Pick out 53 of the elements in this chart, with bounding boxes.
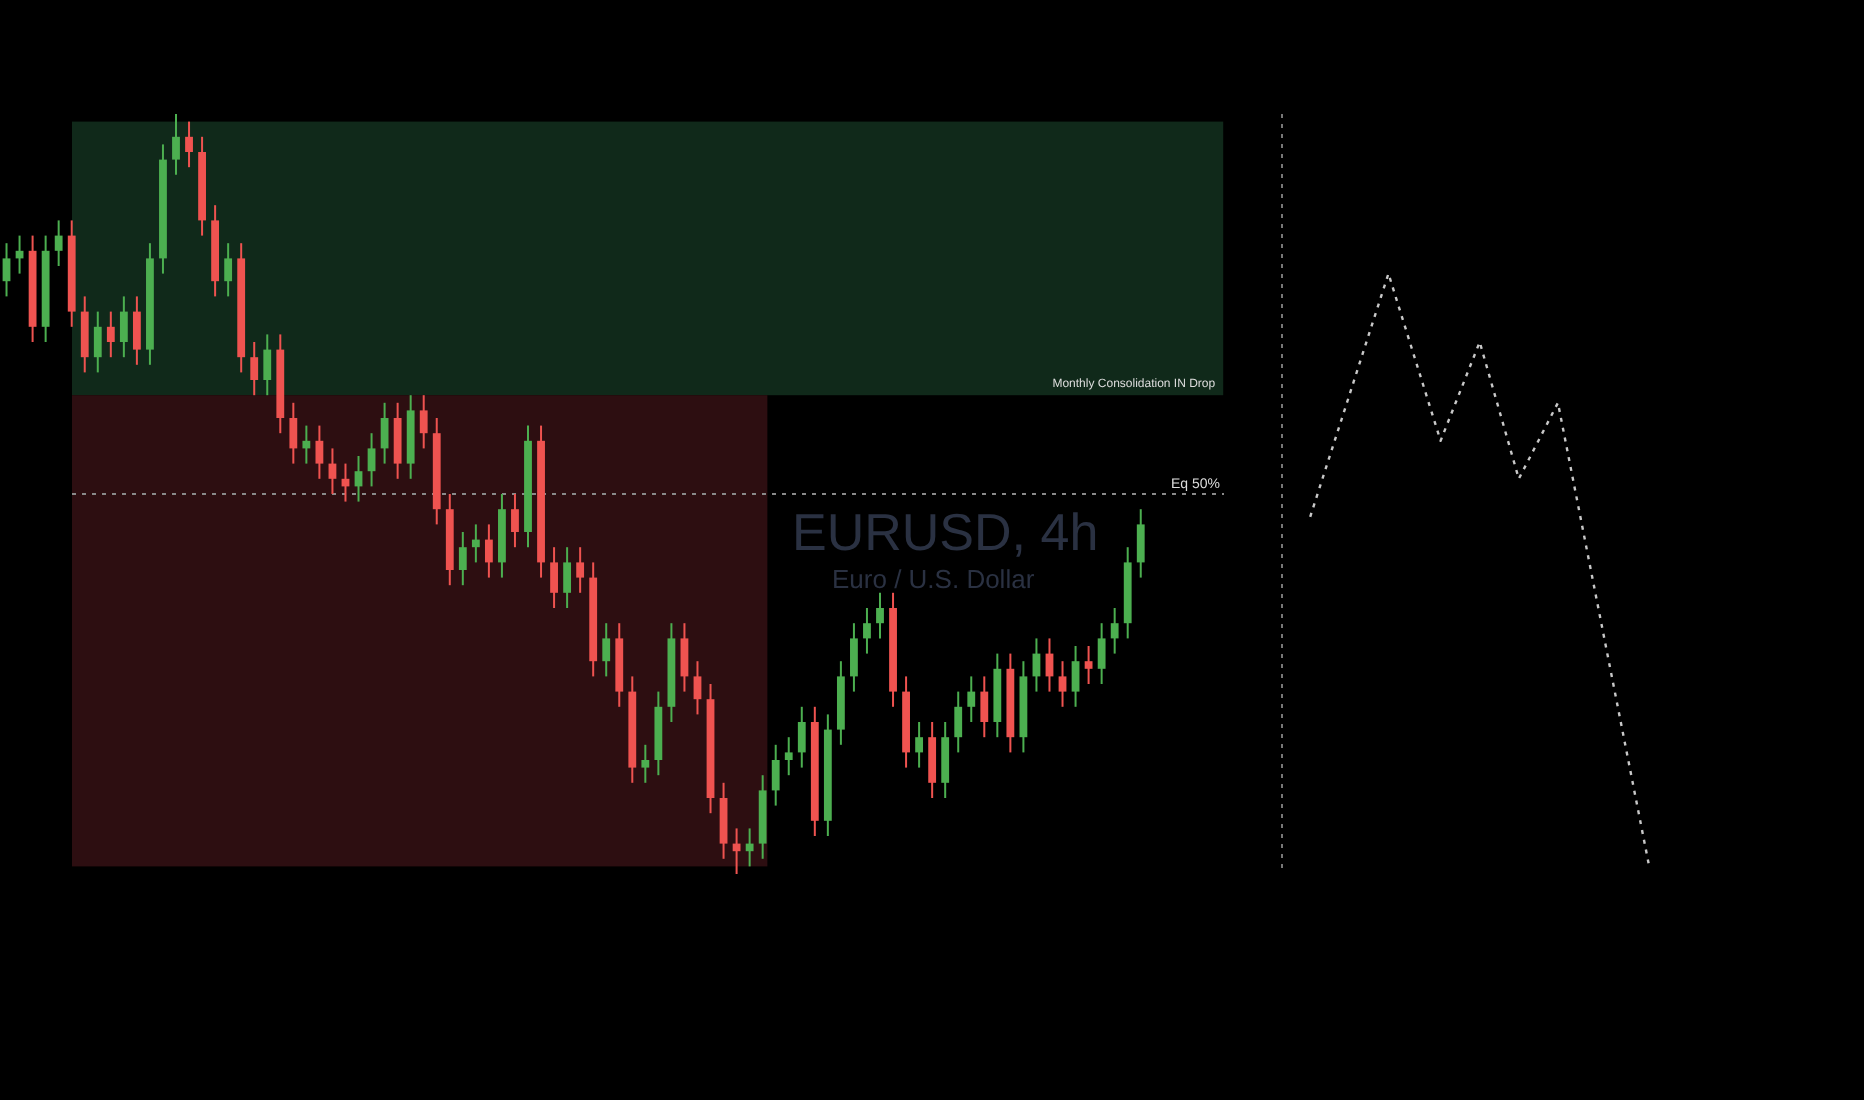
candlestick — [172, 113, 180, 176]
candlestick — [106, 310, 115, 359]
candlestick — [471, 523, 480, 564]
candlestick — [289, 401, 298, 465]
candlestick — [263, 333, 272, 397]
candlestick — [1058, 660, 1067, 708]
candlestick — [224, 242, 233, 298]
candlestick — [693, 660, 702, 716]
candlestick — [511, 493, 519, 549]
candlestick — [980, 675, 989, 739]
text: Euro / U.S. Dollar — [832, 564, 1036, 594]
candlestick — [550, 546, 558, 609]
candlestick — [576, 546, 585, 594]
candlestick — [119, 295, 128, 359]
candlestick — [771, 743, 780, 807]
candlestick — [1084, 645, 1093, 685]
candlestick — [915, 721, 924, 769]
candlestick — [1136, 508, 1145, 579]
candlestick — [80, 295, 89, 374]
candlestick — [93, 310, 102, 374]
candlestick — [367, 432, 376, 488]
candlestick — [641, 743, 650, 784]
candlestick — [302, 424, 311, 465]
candlestick — [484, 523, 493, 579]
candlestick — [563, 546, 572, 609]
candlestick — [941, 721, 950, 799]
candlestick — [1097, 622, 1106, 685]
candlestick — [132, 295, 141, 366]
candlestick — [850, 622, 858, 693]
candlestick — [680, 622, 689, 693]
candlestick — [719, 781, 728, 860]
candlestick — [602, 622, 611, 678]
candlestick — [954, 690, 963, 754]
candlestick — [185, 120, 193, 169]
candlestick — [863, 607, 871, 655]
candlestick — [784, 736, 793, 777]
candlestick — [967, 675, 976, 723]
candlestick — [1071, 645, 1080, 708]
candlestick — [732, 827, 741, 875]
candlestick — [797, 705, 806, 769]
candlestick — [458, 531, 467, 587]
candlestick — [1110, 607, 1119, 655]
candlestick — [315, 424, 324, 480]
candlestick — [745, 827, 754, 868]
candlestick — [250, 341, 259, 397]
candlestick — [54, 219, 63, 267]
candlestick — [393, 401, 402, 480]
candlestick — [419, 394, 428, 450]
text: EURUSD, 4h — [792, 502, 1099, 562]
candlestick — [380, 401, 389, 465]
candlestick — [876, 591, 884, 640]
candlestick — [928, 721, 937, 799]
candlestick — [2, 242, 11, 298]
